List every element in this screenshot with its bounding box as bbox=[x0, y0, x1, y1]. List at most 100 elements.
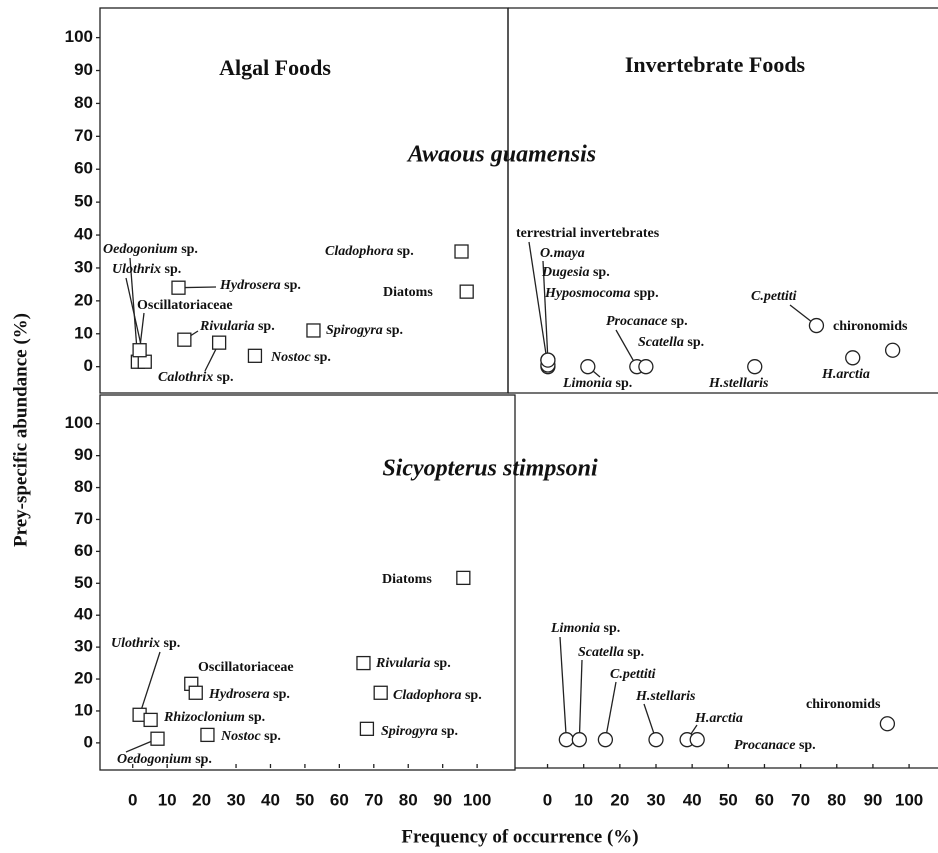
point-label: O.maya bbox=[540, 246, 585, 261]
point-label: Nostoc sp. bbox=[220, 729, 281, 744]
x-tick-label: 90 bbox=[863, 790, 882, 809]
x-tick-label: 0 bbox=[128, 790, 137, 809]
point bbox=[808, 317, 825, 334]
point-label: Nostoc sp. bbox=[270, 350, 331, 365]
y-tick-label: 10 bbox=[74, 700, 93, 719]
x-tick-label: 100 bbox=[463, 790, 491, 809]
y-tick-label: 80 bbox=[74, 93, 93, 112]
point bbox=[200, 727, 215, 743]
x-tick-label: 60 bbox=[755, 790, 774, 809]
y-tick-label: 20 bbox=[74, 669, 93, 688]
x-tick-label: 10 bbox=[574, 790, 593, 809]
point bbox=[373, 685, 388, 700]
panel-frame bbox=[99, 394, 516, 771]
point-label: H.arctia bbox=[821, 367, 870, 382]
point-label: Diatoms bbox=[383, 285, 433, 300]
point-label: Spirogyra sp. bbox=[381, 724, 458, 739]
point bbox=[747, 359, 763, 375]
point bbox=[454, 244, 469, 259]
x-tick-label: 80 bbox=[399, 790, 418, 809]
y-tick-label: 70 bbox=[74, 126, 93, 145]
point-label: Hydrosera sp. bbox=[219, 278, 301, 293]
point bbox=[171, 280, 186, 295]
point-label: Oedogonium sp. bbox=[103, 242, 198, 257]
point bbox=[211, 335, 227, 350]
point-label: Calothrix sp. bbox=[158, 370, 233, 385]
leader-line bbox=[138, 651, 161, 715]
point bbox=[689, 732, 705, 748]
point-label: Oscillatoriaceae bbox=[137, 298, 233, 313]
point bbox=[356, 655, 371, 671]
point bbox=[359, 721, 375, 736]
y-tick-label: 100 bbox=[65, 27, 93, 46]
point bbox=[540, 352, 556, 368]
y-tick-label: 90 bbox=[74, 60, 93, 79]
y-tick-label: 100 bbox=[65, 413, 93, 432]
x-tick-label: 70 bbox=[364, 790, 383, 809]
x-tick-label: 0 bbox=[543, 790, 552, 809]
x-tick-label: 40 bbox=[683, 790, 702, 809]
point-label: Dugesia sp. bbox=[541, 265, 610, 280]
point-label: Spirogyra sp. bbox=[326, 323, 403, 338]
x-tick-label: 30 bbox=[227, 790, 246, 809]
y-tick-label: 40 bbox=[74, 605, 93, 624]
point bbox=[459, 284, 474, 299]
point-label: Limonia sp. bbox=[562, 376, 632, 391]
point-label: Limonia sp. bbox=[550, 621, 620, 636]
panel-title: Invertebrate Foods bbox=[625, 52, 806, 77]
y-tick-label: 80 bbox=[74, 477, 93, 496]
x-tick-label: 90 bbox=[433, 790, 452, 809]
point-label: Oscillatoriaceae bbox=[198, 660, 294, 675]
point bbox=[638, 359, 654, 375]
y-tick-label: 10 bbox=[74, 323, 93, 342]
y-tick-label: 50 bbox=[74, 192, 93, 211]
x-tick-label: 70 bbox=[791, 790, 810, 809]
point bbox=[597, 732, 614, 748]
point-label: Oedogonium sp. bbox=[117, 752, 212, 767]
point bbox=[648, 732, 664, 748]
leader-line bbox=[578, 659, 583, 740]
x-tick-label: 60 bbox=[330, 790, 349, 809]
point bbox=[571, 732, 588, 748]
y-tick-label: 60 bbox=[74, 541, 93, 560]
x-tick-label: 40 bbox=[261, 790, 280, 809]
y-tick-label: 90 bbox=[74, 445, 93, 464]
x-axis-label: Frequency of occurrence (%) bbox=[401, 826, 638, 847]
point-label: Rivularia sp. bbox=[375, 656, 451, 671]
point-label: Hydrosera sp. bbox=[208, 687, 290, 702]
y-tick-label: 20 bbox=[74, 290, 93, 309]
x-tick-label: 30 bbox=[647, 790, 666, 809]
point bbox=[177, 332, 192, 347]
point bbox=[247, 348, 263, 363]
x-tick-label: 50 bbox=[295, 790, 314, 809]
point-label: H.arctia bbox=[694, 711, 743, 726]
point bbox=[879, 716, 896, 732]
leader-line bbox=[559, 636, 567, 740]
point-label: Cladophora sp. bbox=[325, 244, 414, 259]
point-label: Ulothrix sp. bbox=[112, 262, 181, 277]
point-label: Cladophora sp. bbox=[393, 688, 482, 703]
point-label: H.stellaris bbox=[708, 376, 769, 391]
point bbox=[132, 343, 147, 358]
point bbox=[150, 731, 165, 746]
y-axis-label: Prey-specific abundance (%) bbox=[10, 313, 31, 547]
point-label: Diatoms bbox=[382, 572, 432, 587]
point-label: Procanace sp. bbox=[606, 314, 688, 329]
species-title: Sicyopterus stimpsoni bbox=[382, 456, 598, 482]
point bbox=[580, 359, 596, 375]
y-tick-label: 40 bbox=[74, 225, 93, 244]
point-label: chironomids bbox=[833, 319, 908, 334]
point bbox=[558, 732, 574, 748]
y-tick-label: 0 bbox=[84, 732, 93, 751]
y-tick-label: 30 bbox=[74, 637, 93, 656]
point-label: Rivularia sp. bbox=[199, 319, 275, 334]
y-tick-label: 30 bbox=[74, 257, 93, 276]
point bbox=[845, 350, 861, 366]
point-label: chironomids bbox=[806, 697, 881, 712]
x-tick-label: 100 bbox=[895, 790, 923, 809]
point-label: terrestrial invertebrates bbox=[516, 226, 660, 241]
panel-title: Algal Foods bbox=[219, 55, 331, 80]
point-label: C.pettiti bbox=[610, 667, 656, 682]
x-tick-label: 80 bbox=[827, 790, 846, 809]
